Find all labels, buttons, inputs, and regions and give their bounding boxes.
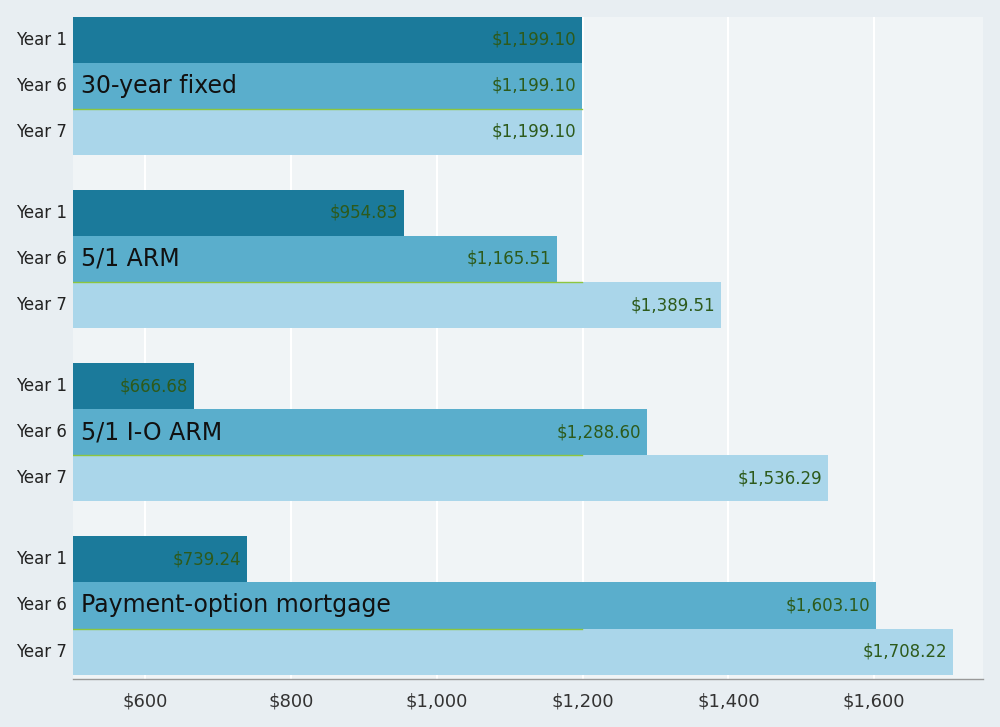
Text: Year 6: Year 6: [16, 596, 67, 614]
Bar: [73, 409, 647, 455]
Bar: [73, 364, 194, 409]
Text: $666.68: $666.68: [120, 377, 188, 395]
Text: $1,165.51: $1,165.51: [467, 250, 552, 268]
Text: $1,199.10: $1,199.10: [492, 123, 576, 141]
Text: $1,288.60: $1,288.60: [557, 423, 641, 441]
Text: Year 1: Year 1: [16, 377, 67, 395]
Text: Year 6: Year 6: [16, 423, 67, 441]
Text: 5/1 ARM: 5/1 ARM: [81, 247, 180, 271]
Bar: [73, 455, 828, 502]
Bar: [73, 17, 582, 63]
Text: Year 7: Year 7: [16, 469, 67, 487]
Text: Payment-option mortgage: Payment-option mortgage: [81, 593, 391, 617]
Text: Year 6: Year 6: [16, 250, 67, 268]
Text: 5/1 I-O ARM: 5/1 I-O ARM: [81, 420, 222, 444]
Bar: [73, 582, 876, 629]
Bar: [73, 236, 557, 282]
Bar: [73, 629, 953, 675]
Text: $739.24: $739.24: [172, 550, 241, 569]
Bar: [73, 282, 721, 328]
Text: Year 6: Year 6: [16, 77, 67, 95]
Text: Year 1: Year 1: [16, 550, 67, 569]
Text: Year 7: Year 7: [16, 123, 67, 141]
Text: $1,708.22: $1,708.22: [862, 643, 947, 661]
Text: Year 7: Year 7: [16, 643, 67, 661]
Text: Year 1: Year 1: [16, 31, 67, 49]
Bar: [73, 109, 582, 155]
Bar: [73, 190, 404, 236]
Text: $1,199.10: $1,199.10: [492, 31, 576, 49]
Text: $1,603.10: $1,603.10: [786, 596, 870, 614]
Text: $1,199.10: $1,199.10: [492, 77, 576, 95]
Text: $954.83: $954.83: [330, 204, 398, 222]
Text: 30-year fixed: 30-year fixed: [81, 73, 237, 97]
Text: Year 1: Year 1: [16, 204, 67, 222]
Text: $1,536.29: $1,536.29: [737, 469, 822, 487]
Bar: [73, 63, 582, 109]
Text: $1,389.51: $1,389.51: [630, 296, 715, 314]
Bar: [73, 537, 247, 582]
Text: Year 7: Year 7: [16, 296, 67, 314]
